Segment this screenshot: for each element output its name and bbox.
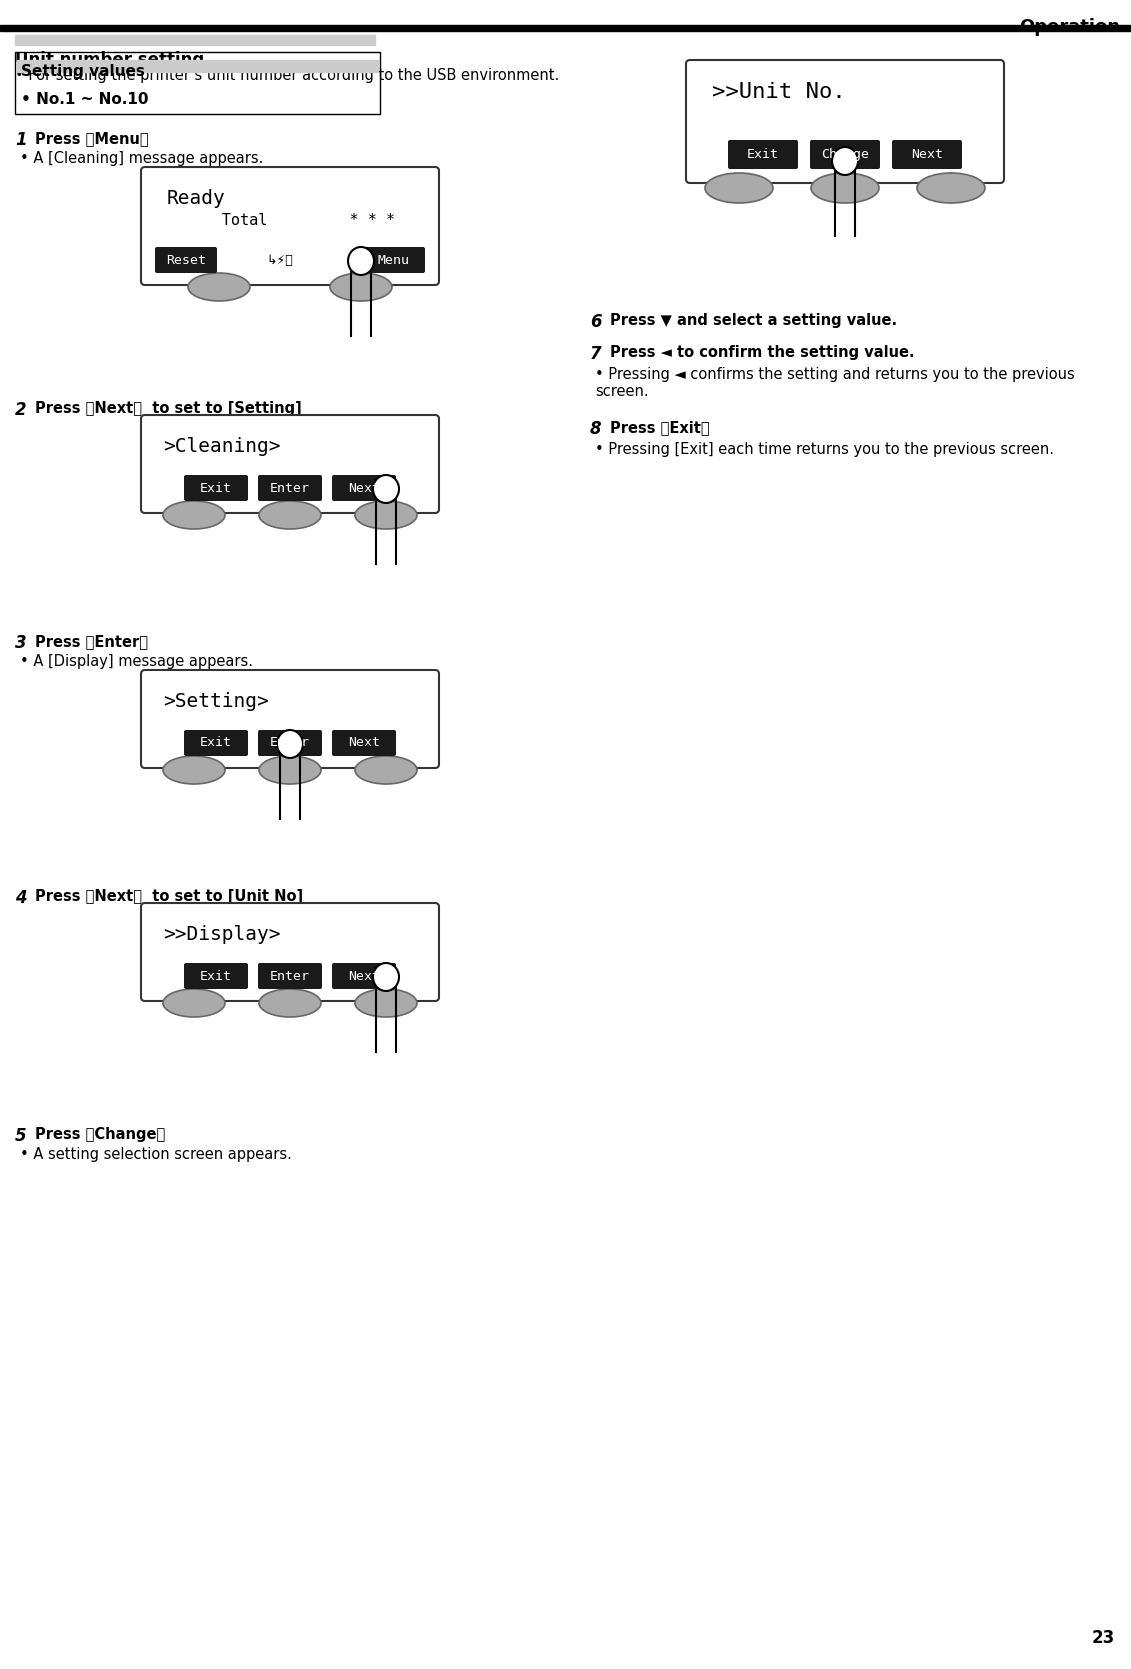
Text: Next: Next <box>910 149 943 160</box>
Text: >Cleaning>: >Cleaning> <box>163 437 280 456</box>
FancyBboxPatch shape <box>892 140 962 169</box>
FancyBboxPatch shape <box>184 963 248 990</box>
FancyBboxPatch shape <box>258 476 322 501</box>
Text: Operation: Operation <box>1019 18 1120 37</box>
Text: 1: 1 <box>15 130 27 149</box>
FancyBboxPatch shape <box>184 729 248 756</box>
FancyBboxPatch shape <box>333 729 396 756</box>
Text: Next: Next <box>348 970 380 983</box>
Ellipse shape <box>811 174 879 204</box>
Text: • A setting selection screen appears.: • A setting selection screen appears. <box>20 1147 292 1162</box>
Ellipse shape <box>348 247 374 275</box>
Ellipse shape <box>832 147 858 175</box>
Text: Enter: Enter <box>270 481 310 494</box>
Ellipse shape <box>259 756 321 784</box>
FancyBboxPatch shape <box>728 140 798 169</box>
FancyBboxPatch shape <box>258 963 322 990</box>
Text: Press ［Next］  to set to [Setting]: Press ［Next］ to set to [Setting] <box>35 401 302 416</box>
Text: • For setting the printer’s unit number according to the USB environment.: • For setting the printer’s unit number … <box>15 68 559 83</box>
Ellipse shape <box>373 963 399 991</box>
Text: Enter: Enter <box>270 970 310 983</box>
Text: Next: Next <box>348 736 380 749</box>
Ellipse shape <box>163 990 225 1016</box>
Text: ↳⚡🔒: ↳⚡🔒 <box>267 254 293 267</box>
Text: Press ［Menu］: Press ［Menu］ <box>35 130 148 145</box>
Bar <box>0 25 1131 32</box>
Text: Exit: Exit <box>200 481 232 494</box>
Text: Press ［Enter］: Press ［Enter］ <box>35 634 148 649</box>
FancyBboxPatch shape <box>141 416 439 512</box>
Ellipse shape <box>163 756 225 784</box>
Text: >>Display>: >>Display> <box>163 925 280 945</box>
Ellipse shape <box>705 174 772 204</box>
Text: Setting values: Setting values <box>21 63 145 78</box>
Text: Change: Change <box>821 149 869 160</box>
FancyBboxPatch shape <box>141 903 439 1001</box>
Text: Menu: Menu <box>378 254 411 267</box>
FancyBboxPatch shape <box>363 247 425 274</box>
Ellipse shape <box>277 729 303 758</box>
Ellipse shape <box>330 274 392 300</box>
Text: Exit: Exit <box>200 970 232 983</box>
Text: 4: 4 <box>15 890 27 906</box>
Text: 23: 23 <box>1091 1629 1115 1647</box>
Text: Total         * * *: Total * * * <box>167 214 395 229</box>
Text: • Pressing ◄ confirms the setting and returns you to the previous screen.: • Pressing ◄ confirms the setting and re… <box>595 367 1074 399</box>
Text: >Setting>: >Setting> <box>163 693 269 711</box>
Text: Reset: Reset <box>166 254 206 267</box>
FancyBboxPatch shape <box>687 60 1004 184</box>
Text: Enter: Enter <box>270 736 310 749</box>
Text: Next: Next <box>348 481 380 494</box>
Text: 3: 3 <box>15 634 27 653</box>
Bar <box>17 60 378 72</box>
Ellipse shape <box>355 756 417 784</box>
Text: • A [Display] message appears.: • A [Display] message appears. <box>20 654 253 669</box>
Ellipse shape <box>259 990 321 1016</box>
Bar <box>15 35 375 45</box>
Text: 8: 8 <box>590 421 602 437</box>
Text: • A [Cleaning] message appears.: • A [Cleaning] message appears. <box>20 150 264 165</box>
Text: Unit number setting: Unit number setting <box>15 52 205 68</box>
Text: Press ▼ and select a setting value.: Press ▼ and select a setting value. <box>610 314 897 329</box>
Text: 7: 7 <box>590 345 602 362</box>
FancyBboxPatch shape <box>333 476 396 501</box>
FancyBboxPatch shape <box>155 247 217 274</box>
Text: • Pressing [Exit] each time returns you to the previous screen.: • Pressing [Exit] each time returns you … <box>595 442 1054 457</box>
FancyBboxPatch shape <box>141 167 439 285</box>
FancyBboxPatch shape <box>810 140 880 169</box>
Ellipse shape <box>163 501 225 529</box>
Text: Press ［Exit］: Press ［Exit］ <box>610 421 709 436</box>
FancyBboxPatch shape <box>184 476 248 501</box>
Text: 2: 2 <box>15 401 27 419</box>
Text: >>Unit No.: >>Unit No. <box>713 82 846 102</box>
Text: • No.1 ~ No.10: • No.1 ~ No.10 <box>21 92 148 107</box>
Ellipse shape <box>355 501 417 529</box>
Text: Press ［Change］: Press ［Change］ <box>35 1127 165 1142</box>
Text: Exit: Exit <box>200 736 232 749</box>
FancyBboxPatch shape <box>258 729 322 756</box>
Text: Press ［Next］  to set to [Unit No]: Press ［Next］ to set to [Unit No] <box>35 890 303 905</box>
FancyBboxPatch shape <box>333 963 396 990</box>
Text: Ready: Ready <box>167 189 226 209</box>
Bar <box>15 52 380 113</box>
Ellipse shape <box>373 476 399 502</box>
Text: Press ◄ to confirm the setting value.: Press ◄ to confirm the setting value. <box>610 345 915 361</box>
Text: 6: 6 <box>590 314 602 330</box>
FancyBboxPatch shape <box>141 669 439 768</box>
Text: 5: 5 <box>15 1127 27 1145</box>
Ellipse shape <box>355 990 417 1016</box>
Ellipse shape <box>259 501 321 529</box>
Ellipse shape <box>917 174 985 204</box>
Text: Exit: Exit <box>746 149 779 160</box>
Ellipse shape <box>188 274 250 300</box>
